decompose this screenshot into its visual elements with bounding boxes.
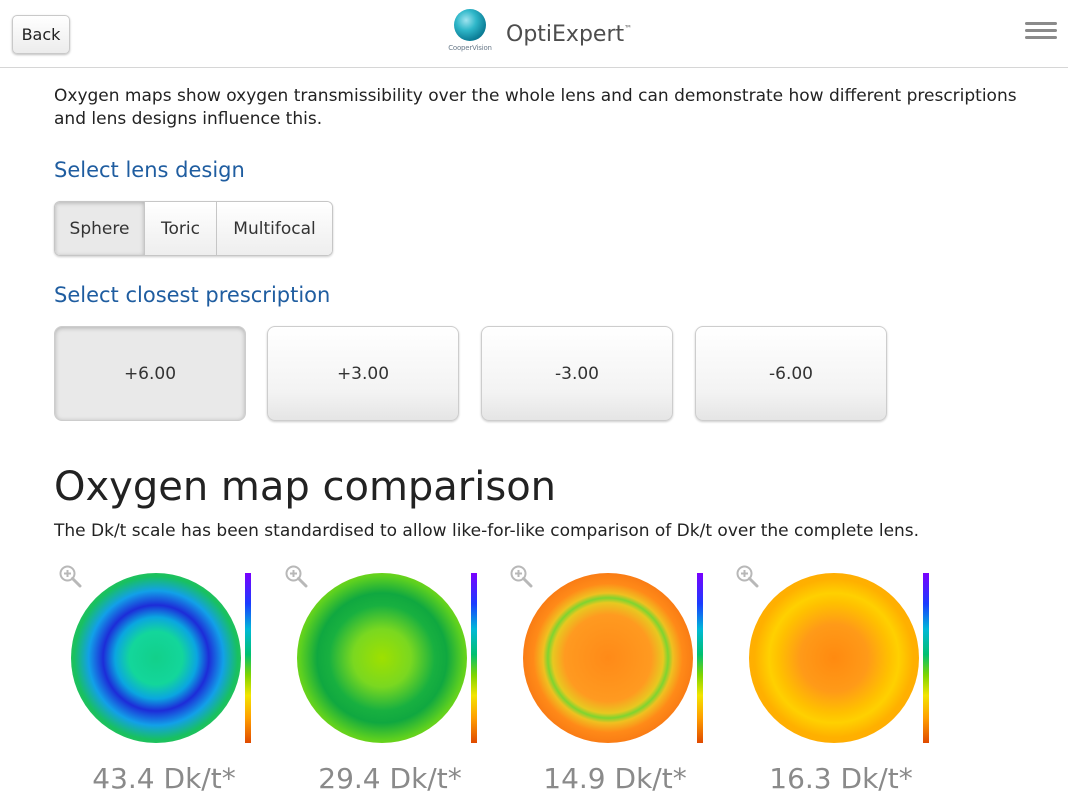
top-bar: Back CooperVision OptiExpert™ — [0, 0, 1068, 68]
dk-value-4: 16.3 Dk/t* — [769, 762, 913, 795]
zoom-icon[interactable] — [735, 564, 759, 588]
prescription-plus-6-button[interactable]: +6.00 — [54, 326, 246, 421]
lens-design-sphere[interactable]: Sphere — [55, 202, 145, 255]
hamburger-menu-icon[interactable] — [1025, 22, 1057, 42]
intro-text: Oxygen maps show oxygen transmissibility… — [54, 86, 1017, 129]
dk-value-1: 43.4 Dk/t* — [92, 762, 236, 795]
prescription-label: Select closest prescription — [54, 283, 331, 307]
zoom-icon[interactable] — [509, 564, 533, 588]
lens-design-selector: Sphere Toric Multifocal — [54, 201, 333, 256]
comparison-title: Oxygen map comparison — [54, 464, 557, 510]
lens-design-multifocal[interactable]: Multifocal — [217, 202, 332, 255]
prescription-minus-3-button[interactable]: -3.00 — [481, 326, 673, 421]
dk-scale-bar-4 — [923, 573, 929, 743]
coopervision-logo: CooperVision — [443, 9, 497, 57]
oxygen-map-1[interactable] — [71, 573, 241, 743]
oxygen-map-3[interactable] — [523, 573, 693, 743]
oxygen-map-2[interactable] — [297, 573, 467, 743]
app-title: OptiExpert™ — [506, 22, 632, 47]
back-button[interactable]: Back — [12, 15, 70, 54]
globe-icon — [454, 9, 486, 41]
dk-scale-bar-1 — [245, 573, 251, 743]
comparison-subtitle: The Dk/t scale has been standardised to … — [54, 521, 920, 541]
prescription-minus-6-button[interactable]: -6.00 — [695, 326, 887, 421]
lens-design-toric[interactable]: Toric — [145, 202, 217, 255]
prescription-plus-3-button[interactable]: +3.00 — [267, 326, 459, 421]
dk-value-2: 29.4 Dk/t* — [318, 762, 462, 795]
dk-scale-bar-2 — [471, 573, 477, 743]
dk-scale-bar-3 — [697, 573, 703, 743]
app-title-text: OptiExpert — [506, 22, 625, 47]
lens-design-label: Select lens design — [54, 158, 245, 182]
zoom-icon[interactable] — [284, 564, 308, 588]
oxygen-map-4[interactable] — [749, 573, 919, 743]
trademark-mark: ™ — [624, 24, 633, 33]
logo-text: CooperVision — [448, 44, 492, 52]
dk-value-3: 14.9 Dk/t* — [543, 762, 687, 795]
zoom-icon[interactable] — [58, 564, 82, 588]
